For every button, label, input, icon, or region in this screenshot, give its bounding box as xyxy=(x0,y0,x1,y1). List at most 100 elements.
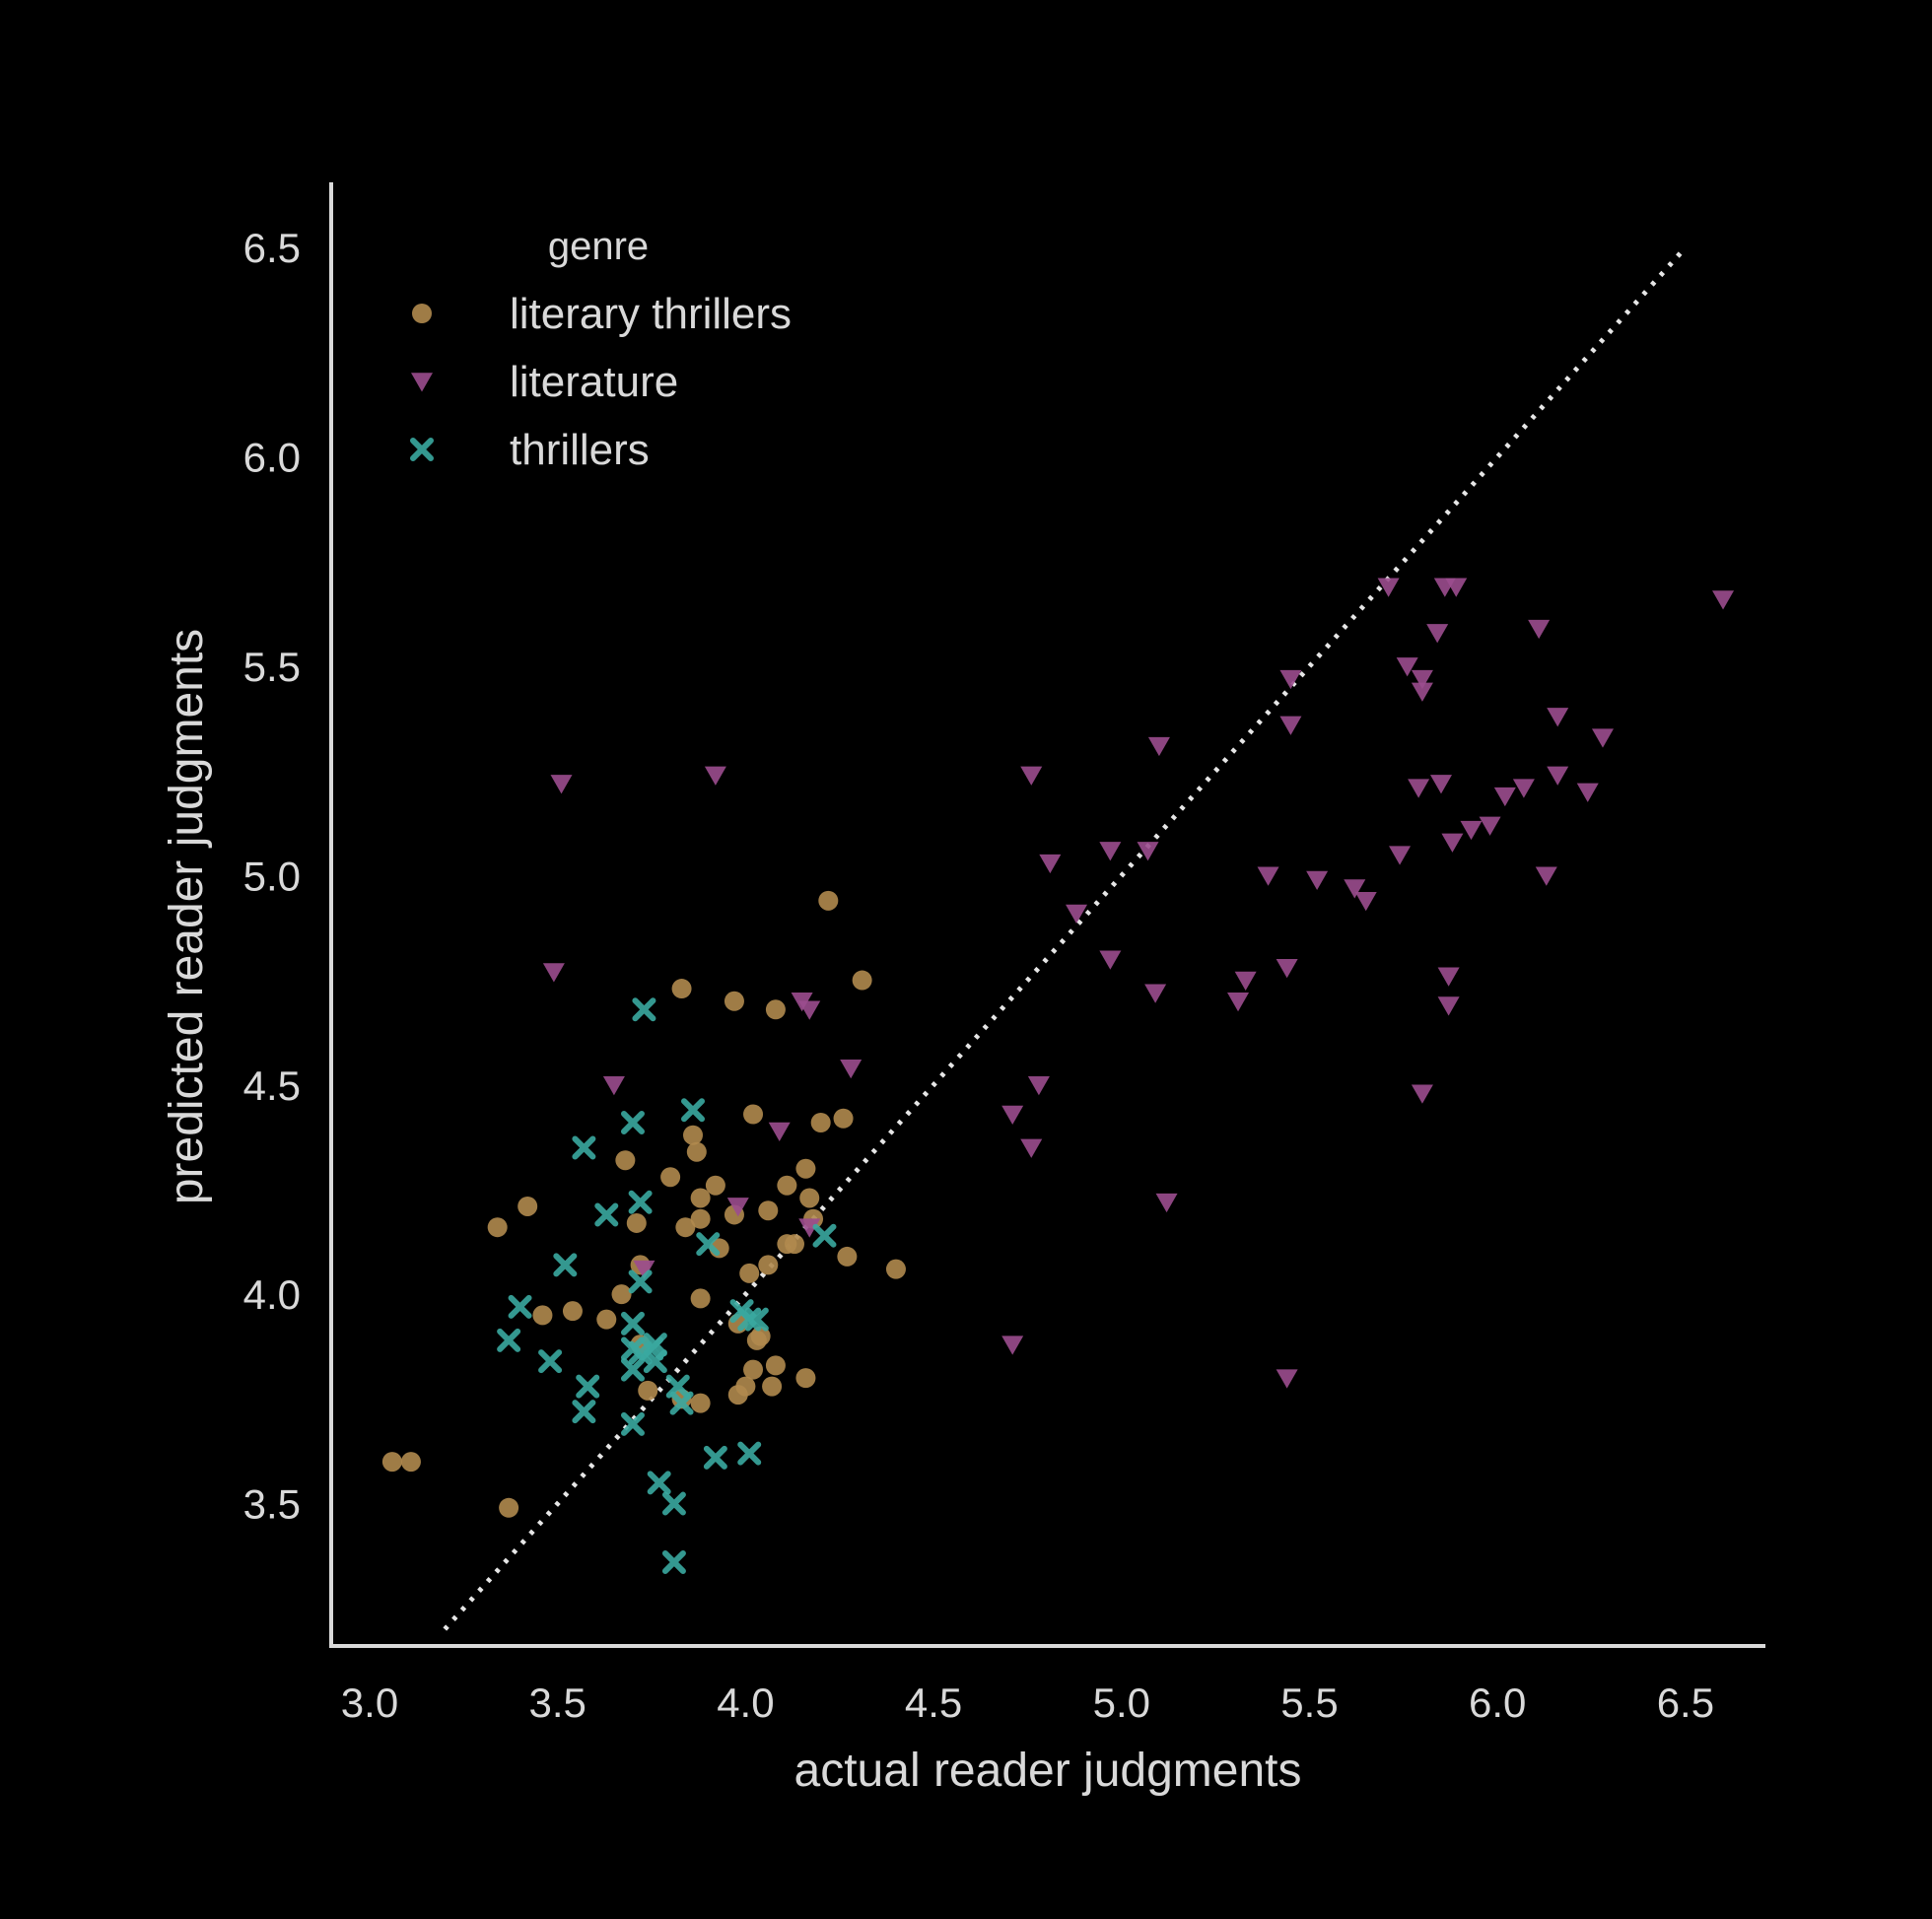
data-point xyxy=(1066,904,1088,925)
legend-marker-x xyxy=(410,438,434,461)
data-point xyxy=(647,1471,671,1495)
data-point xyxy=(1437,996,1460,1016)
data-point xyxy=(818,890,839,911)
data-point xyxy=(1147,736,1170,757)
data-point xyxy=(798,1000,821,1020)
data-point xyxy=(1099,842,1122,861)
data-point xyxy=(628,1269,653,1294)
data-point xyxy=(690,1393,711,1413)
data-point xyxy=(497,1328,521,1352)
data-point xyxy=(594,1202,619,1227)
data-point xyxy=(1027,1075,1050,1096)
data-point xyxy=(765,999,786,1020)
y-tick-label: 6.0 xyxy=(243,435,301,481)
series-literature xyxy=(542,578,1735,1389)
data-point xyxy=(1306,870,1329,891)
legend-marker-circle xyxy=(412,304,432,323)
data-point xyxy=(1528,619,1551,640)
axes-layer xyxy=(329,182,1765,1648)
legend-label: thrillers xyxy=(510,426,650,474)
data-point xyxy=(690,1208,711,1229)
data-point xyxy=(1257,866,1279,886)
series-literary-thrillers xyxy=(381,890,906,1518)
x-tick-label: 5.5 xyxy=(1280,1679,1338,1726)
data-point xyxy=(643,1349,667,1374)
legend-label: literature xyxy=(510,358,678,406)
data-point xyxy=(777,1175,797,1196)
data-point xyxy=(518,1196,538,1216)
data-point xyxy=(538,1349,563,1374)
data-point xyxy=(1479,816,1501,836)
data-point xyxy=(737,1441,762,1466)
data-point xyxy=(690,1288,711,1309)
data-point xyxy=(1576,783,1599,802)
data-point xyxy=(1155,1193,1178,1213)
data-point xyxy=(615,1150,636,1171)
data-point xyxy=(852,970,872,991)
data-point xyxy=(1591,728,1614,748)
data-point xyxy=(768,1122,791,1141)
data-point xyxy=(626,1212,647,1233)
x-axis-label: actual reader judgments xyxy=(794,1745,1302,1797)
data-point xyxy=(1547,708,1569,727)
y-tick-label: 6.5 xyxy=(243,225,301,271)
data-point xyxy=(596,1309,617,1330)
data-point xyxy=(1001,1105,1024,1125)
data-point xyxy=(550,775,573,794)
data-point xyxy=(1099,950,1122,970)
data-point xyxy=(675,1217,696,1238)
data-point xyxy=(724,991,744,1011)
data-point xyxy=(840,1059,862,1079)
data-point xyxy=(632,997,656,1022)
data-point xyxy=(633,1260,656,1280)
data-point xyxy=(572,1400,596,1424)
data-point xyxy=(885,1259,906,1279)
data-point xyxy=(1411,682,1433,702)
data-point xyxy=(690,1188,711,1208)
data-point xyxy=(784,1234,804,1255)
data-point xyxy=(1441,833,1464,853)
data-point xyxy=(1411,669,1433,690)
y-tick-label: 5.0 xyxy=(243,853,301,899)
legend-label: literary thrillers xyxy=(510,290,792,338)
data-point xyxy=(1279,669,1302,690)
data-point xyxy=(765,1355,786,1376)
data-point xyxy=(743,1104,764,1125)
y-tick-label: 4.0 xyxy=(243,1271,301,1318)
data-point xyxy=(1429,775,1452,794)
y-tick-label: 4.5 xyxy=(243,1062,301,1109)
data-point xyxy=(798,1218,821,1238)
data-point xyxy=(795,1158,816,1179)
data-point xyxy=(1389,846,1412,865)
data-point xyxy=(671,979,692,999)
data-point xyxy=(572,1135,596,1160)
data-point xyxy=(508,1294,532,1319)
data-point xyxy=(562,1301,583,1322)
data-point xyxy=(1712,590,1735,610)
data-point xyxy=(1437,967,1460,987)
legend-marker-triangle-down xyxy=(411,373,433,392)
data-point xyxy=(743,1359,764,1380)
data-point xyxy=(1535,866,1557,886)
data-point xyxy=(1234,971,1257,992)
data-point xyxy=(833,1108,854,1129)
data-point xyxy=(620,1311,645,1336)
data-point xyxy=(812,1223,837,1248)
data-point xyxy=(620,1110,645,1134)
data-point xyxy=(1020,1138,1043,1158)
data-point xyxy=(1512,779,1535,798)
data-point xyxy=(487,1217,508,1238)
data-point xyxy=(1426,624,1449,644)
data-point xyxy=(758,1200,779,1221)
data-point xyxy=(1137,842,1159,861)
data-point xyxy=(762,1376,783,1397)
data-point xyxy=(553,1253,578,1277)
data-point xyxy=(661,1550,686,1575)
data-point xyxy=(620,1411,645,1436)
data-point xyxy=(620,1357,645,1382)
data-point xyxy=(611,1284,632,1305)
data-point xyxy=(837,1246,858,1267)
data-point xyxy=(643,1333,667,1357)
data-point xyxy=(683,1125,704,1145)
